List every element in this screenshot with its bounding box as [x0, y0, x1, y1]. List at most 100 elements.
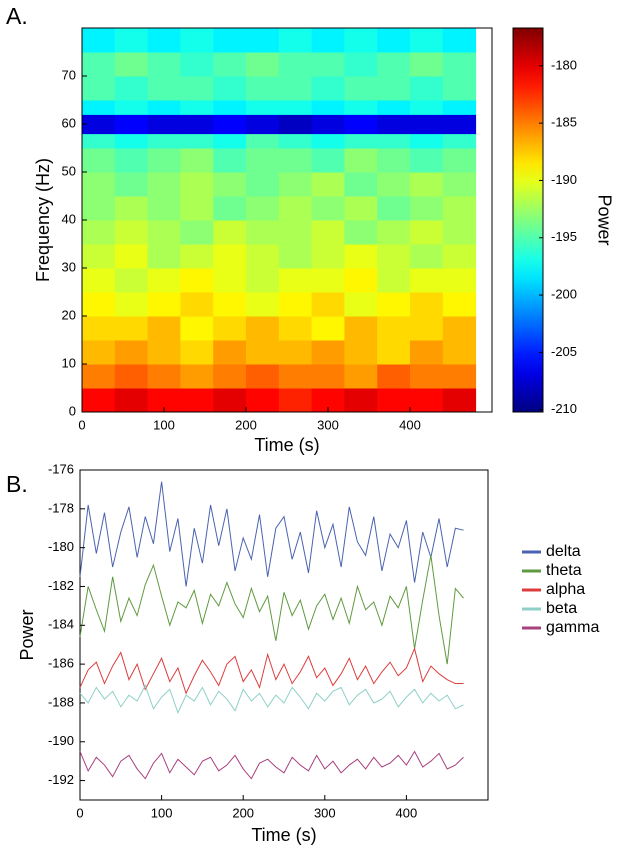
heatmap-cell — [410, 364, 444, 389]
heatmap-cell — [278, 340, 313, 365]
heatmap-cell — [442, 220, 477, 245]
heatmap-cell — [114, 28, 149, 53]
y-axis-label: Power — [17, 609, 37, 660]
heatmap-cell — [278, 244, 313, 269]
heatmap-cell — [377, 268, 411, 293]
heatmap-cell — [213, 52, 247, 77]
heatmap-cell — [82, 133, 116, 149]
heatmap-cell — [311, 244, 345, 269]
heatmap-cell — [147, 100, 181, 115]
series-line — [79, 555, 464, 665]
heatmap-cell — [410, 388, 444, 413]
heatmap-cell — [246, 220, 280, 245]
heatmap-cell — [246, 114, 280, 135]
heatmap-cell — [311, 148, 345, 173]
x-tick-label: 100 — [151, 805, 173, 820]
heatmap-cell — [377, 316, 411, 341]
heatmap-cell — [82, 76, 116, 101]
heatmap-cell — [377, 172, 411, 197]
colorbar-tick-label: -190 — [551, 172, 577, 187]
series-line — [79, 481, 464, 587]
heatmap-cell — [410, 292, 444, 317]
heatmap-cell — [246, 244, 280, 269]
heatmap-cell — [377, 148, 411, 173]
heatmap-cell — [82, 292, 116, 317]
heatmap-cell — [246, 52, 280, 77]
heatmap-cell — [377, 364, 411, 389]
heatmap-cell — [246, 148, 280, 173]
heatmap-cell — [82, 148, 116, 173]
heatmap-cell — [377, 133, 411, 149]
heatmap-cell — [147, 114, 181, 135]
heatmap-cell — [410, 114, 444, 135]
heatmap-cell — [410, 148, 444, 173]
heatmap-cell — [278, 100, 313, 115]
x-tick-label: 0 — [78, 417, 85, 432]
heatmap-cell — [377, 196, 411, 221]
y-tick-label: -176 — [48, 461, 74, 476]
legend-label: alpha — [546, 581, 585, 598]
heatmap-cell — [410, 172, 444, 197]
y-tick-label: 60 — [62, 115, 76, 130]
heatmap-cell — [82, 100, 116, 115]
heatmap-cell — [114, 364, 149, 389]
heatmap-cell — [344, 28, 378, 53]
heatmap-cell — [442, 388, 477, 413]
y-tick-label: -188 — [48, 694, 74, 709]
heatmap-cell — [213, 244, 247, 269]
heatmap-cell — [114, 196, 149, 221]
heatmap-cell — [410, 268, 444, 293]
heatmap-cell — [82, 28, 116, 53]
heatmap-cell — [246, 316, 280, 341]
heatmap-cell — [377, 292, 411, 317]
heatmap-cell — [442, 292, 477, 317]
y-axis-label: Frequency (Hz) — [33, 158, 53, 282]
heatmap-cell — [311, 220, 345, 245]
heatmap-cell — [344, 172, 378, 197]
heatmap-cell — [377, 28, 411, 53]
heatmap-cell — [114, 220, 149, 245]
heatmap-cell — [180, 244, 214, 269]
heatmap-cell — [180, 316, 214, 341]
heatmap-cell — [311, 268, 345, 293]
heatmap-cell — [114, 292, 149, 317]
heatmap-cell — [377, 114, 411, 135]
series-line — [79, 647, 464, 695]
heatmap-cell — [246, 388, 280, 413]
heatmap-cell — [442, 196, 477, 221]
heatmap-cell — [246, 76, 280, 101]
heatmap-cell — [213, 28, 247, 53]
heatmap-cell — [114, 133, 149, 149]
x-axis-label: Time (s) — [254, 435, 319, 455]
heatmap-cell — [180, 28, 214, 53]
y-tick-label: -178 — [48, 500, 74, 515]
heatmap-cell — [278, 148, 313, 173]
heatmap-cell — [278, 28, 313, 53]
x-tick-label: 400 — [396, 805, 418, 820]
heatmap-cell — [82, 172, 116, 197]
heatmap-cell — [410, 220, 444, 245]
heatmap-cell — [410, 316, 444, 341]
heatmap-cell — [278, 172, 313, 197]
heatmap-cell — [147, 364, 181, 389]
heatmap-cell — [410, 52, 444, 77]
heatmap-cell — [147, 340, 181, 365]
y-tick-label: -182 — [48, 578, 74, 593]
heatmap-cell — [344, 388, 378, 413]
heatmap-cell — [82, 244, 116, 269]
heatmap-cell — [114, 100, 149, 115]
heatmap-cell — [180, 148, 214, 173]
heatmap-cell — [147, 76, 181, 101]
heatmap-cell — [82, 220, 116, 245]
heatmap-cell — [377, 340, 411, 365]
heatmap-cell — [180, 52, 214, 77]
heatmap-cell — [442, 114, 477, 135]
heatmap-cell — [147, 220, 181, 245]
heatmap-cell — [180, 364, 214, 389]
heatmap-cell — [82, 114, 116, 135]
heatmap-cell — [344, 364, 378, 389]
y-tick-label: 40 — [62, 211, 76, 226]
y-tick-label: -186 — [48, 656, 74, 671]
heatmap-cell — [180, 172, 214, 197]
